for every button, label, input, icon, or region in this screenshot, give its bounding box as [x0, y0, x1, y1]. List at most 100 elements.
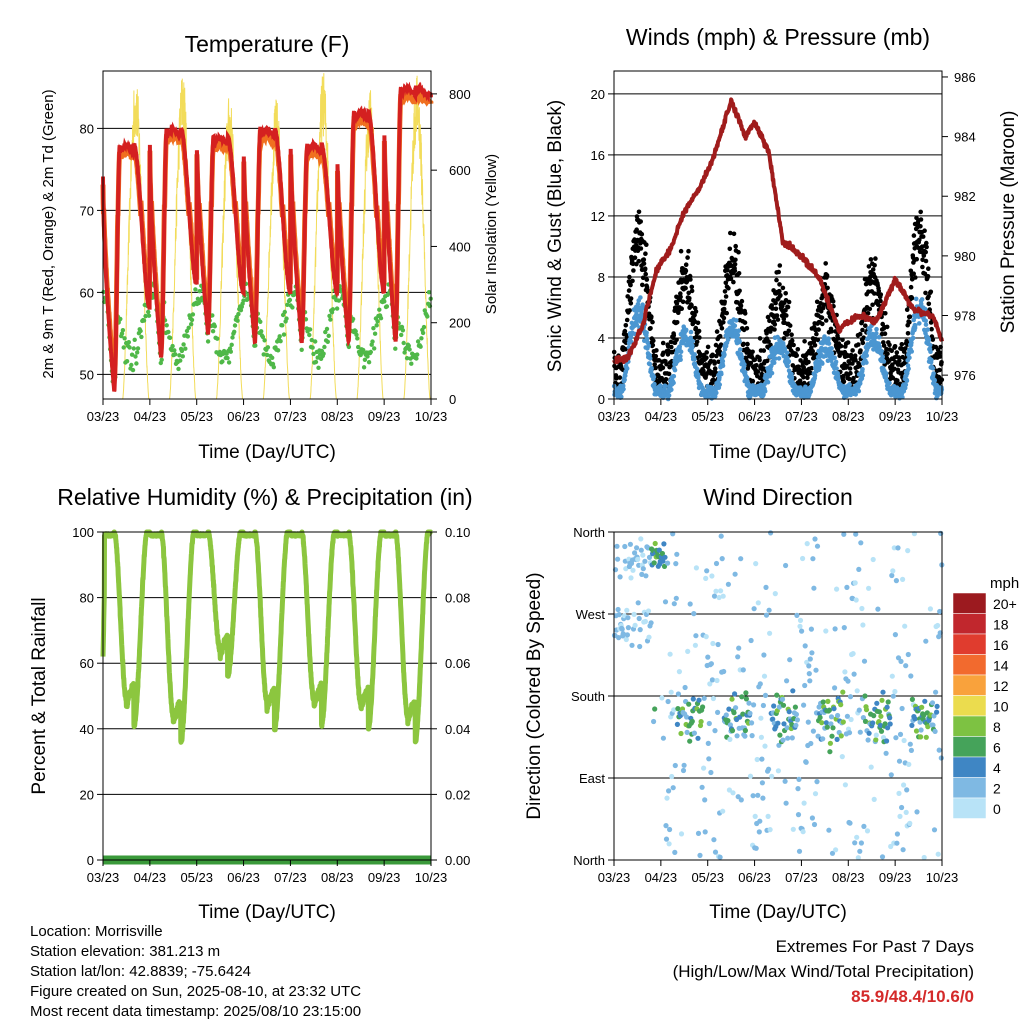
wind-direction-point [913, 728, 920, 734]
gust-point [918, 217, 924, 222]
wind-direction-point [708, 661, 715, 667]
wind-direction-point [889, 673, 895, 679]
wind-speed-point [887, 380, 892, 386]
dewpoint-point [354, 332, 359, 337]
temperature-right-axis-label: Solar Insolation (Yellow) [483, 154, 500, 314]
wind-direction-point [707, 681, 713, 687]
gust-point [866, 289, 871, 295]
dewpoint-point [307, 332, 312, 338]
wind-direction-point [879, 854, 886, 860]
wind-speed-point [720, 363, 726, 369]
wind-speed-point [644, 336, 650, 342]
wind-direction-point [803, 759, 809, 765]
humidity-ytick-label: 60 [80, 656, 94, 671]
gust-point [926, 301, 932, 307]
wind-speed-point [910, 335, 916, 341]
wind-direction-point [826, 827, 832, 833]
wind-direction-point [727, 736, 733, 743]
wind-direction-point [774, 692, 780, 698]
dewpoint-point [205, 339, 211, 344]
wind-direction-point [931, 827, 938, 833]
wind-direction-xtick-label: 03/23 [598, 870, 631, 885]
winds-y2tick-label: 978 [954, 309, 976, 324]
wind-speed-point [786, 359, 792, 364]
gust-point [903, 346, 908, 351]
gust-point [777, 263, 783, 268]
dewpoint-point [284, 316, 289, 321]
speed-legend-label: 12 [993, 678, 1009, 694]
gust-point [914, 256, 919, 262]
wind-speed-point [826, 336, 831, 341]
wind-speed-point [621, 386, 626, 392]
speed-legend-label: 0 [993, 801, 1001, 817]
humidity-y2tick-label: 0.06 [445, 656, 470, 671]
wind-direction-point [923, 734, 929, 740]
wind-direction-point [794, 717, 801, 723]
gust-point [895, 378, 900, 383]
wind-direction-point [753, 845, 759, 851]
wind-direction-point [887, 721, 893, 727]
wind-direction-point [761, 652, 767, 658]
wind-direction-point [637, 627, 643, 633]
humidity-y2tick-label: 0.00 [445, 853, 470, 868]
gust-point [867, 306, 873, 312]
wind-direction-point [735, 654, 741, 660]
gust-point [922, 228, 927, 233]
wind-direction-point [795, 786, 801, 792]
gust-point [688, 277, 693, 282]
gust-point [643, 271, 648, 277]
extremes-subtitle: (High/Low/Max Wind/Total Precipitation) [672, 962, 974, 981]
gust-point [911, 233, 917, 238]
wind-direction-point [854, 834, 860, 840]
dewpoint-point [406, 343, 411, 348]
wind-direction-point [775, 720, 781, 726]
temperature-ytick-label: 70 [80, 203, 94, 218]
wind-direction-point [751, 702, 757, 708]
dewpoint-point [393, 346, 398, 351]
wind-direction-point [640, 552, 646, 558]
dewpoint-point [130, 367, 136, 373]
gust-point [847, 376, 852, 382]
wind-speed-point [688, 329, 694, 335]
wind-direction-point [800, 555, 806, 562]
wind-direction-xtick-label: 07/23 [785, 870, 818, 885]
gust-point [923, 290, 928, 296]
wind-direction-xtick-label: 06/23 [738, 870, 771, 885]
temperature-x-axis-label: Time (Day/UTC) [198, 442, 336, 463]
wind-direction-point [698, 719, 704, 725]
speed-legend-swatch [952, 756, 987, 778]
wind-direction-point [685, 648, 691, 655]
speed-legend: mph 20+ 18 16 14 12 10 8 6 4 2 0 [952, 575, 1019, 819]
gust-point [679, 306, 684, 312]
wind-direction-point [875, 606, 881, 612]
wind-direction-point [667, 651, 673, 657]
wind-direction-point [731, 710, 737, 716]
gust-point [853, 357, 858, 363]
wind-direction-point [918, 734, 924, 740]
wind-direction-point [930, 722, 936, 728]
wind-direction-point [794, 612, 800, 619]
wind-direction-point [663, 836, 670, 842]
gust-point [845, 353, 850, 359]
wind-direction-point [759, 756, 765, 762]
gust-point [728, 230, 733, 236]
gust-point [674, 337, 679, 343]
dewpoint-point [261, 352, 266, 357]
wind-direction-ytick-label: North [573, 525, 605, 540]
dewpoint-point [285, 302, 290, 307]
wind-speed-point [820, 361, 825, 366]
wind-direction-point [709, 677, 716, 683]
gust-point [816, 304, 822, 310]
wind-direction-point [762, 692, 769, 699]
wind-speed-point [867, 327, 873, 333]
gust-point [918, 224, 923, 229]
wind-direction-point [820, 699, 826, 705]
wind-direction-point [761, 673, 768, 679]
dewpoint-point [375, 319, 380, 324]
wind-direction-point [894, 831, 901, 837]
wind-direction-point [667, 826, 673, 833]
dewpoint-point [177, 353, 182, 358]
wind-direction-point [748, 637, 754, 644]
wind-speed-point [666, 393, 672, 398]
dewpoint-point [241, 298, 246, 303]
